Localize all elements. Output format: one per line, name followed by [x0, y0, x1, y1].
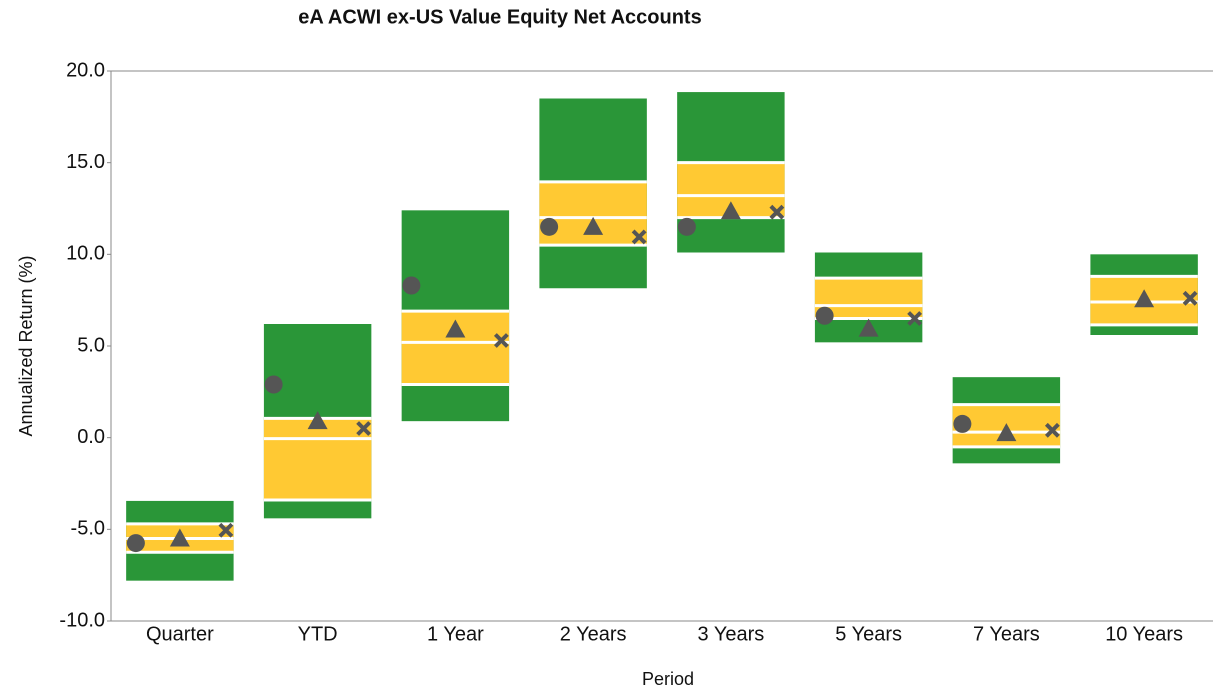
marker-cross: [493, 333, 509, 348]
marker-triangle: [1134, 289, 1155, 308]
y-tick-label: 5.0: [77, 334, 105, 356]
chart-title: eA ACWI ex-US Value Equity Net Accounts: [298, 6, 701, 28]
inner-range: [539, 181, 647, 246]
marker-cross: [218, 522, 234, 538]
x-tick-label: 1 Year: [427, 623, 484, 645]
x-tick-label: Quarter: [146, 623, 214, 645]
marker-triangle: [445, 319, 466, 338]
marker-circle: [540, 217, 559, 236]
x-tick-label: 10 Years: [1105, 623, 1183, 645]
marker-cross: [1182, 290, 1198, 306]
marker-triangle: [720, 201, 741, 220]
marker-triangle: [996, 423, 1017, 442]
y-tick-label: -10.0: [59, 609, 105, 631]
x-tick-label: 3 Years: [698, 623, 765, 645]
y-tick-label: 10.0: [66, 243, 105, 265]
marker-circle: [677, 217, 696, 236]
marker-triangle: [583, 216, 604, 235]
x-tick-label: 7 Years: [973, 623, 1040, 645]
y-tick-label: 20.0: [66, 59, 105, 81]
y-tick-label: 0.0: [77, 426, 105, 448]
marker-circle: [402, 276, 421, 295]
marker-circle: [815, 306, 834, 325]
marker-cross: [631, 229, 647, 245]
marker-cross: [769, 204, 785, 220]
marker-cross: [907, 311, 923, 326]
y-tick-label: -5.0: [71, 518, 105, 540]
marker-circle: [264, 375, 283, 394]
x-tick-label: YTD: [298, 623, 338, 645]
x-axis-label: Period: [642, 669, 694, 689]
inner-range: [814, 278, 923, 319]
marker-triangle: [858, 318, 879, 337]
marker-triangle: [307, 411, 328, 430]
marker-cross: [356, 421, 372, 436]
y-tick-label: 15.0: [66, 151, 105, 173]
marker-circle: [126, 534, 145, 553]
marker-triangle: [169, 528, 190, 547]
marker-cross: [1044, 422, 1060, 438]
marker-circle: [953, 414, 972, 433]
x-tick-label: 2 Years: [560, 623, 627, 645]
inner-range: [263, 418, 372, 500]
x-tick-label: 5 Years: [835, 623, 902, 645]
y-axis-label: Annualized Return (%): [16, 255, 36, 436]
